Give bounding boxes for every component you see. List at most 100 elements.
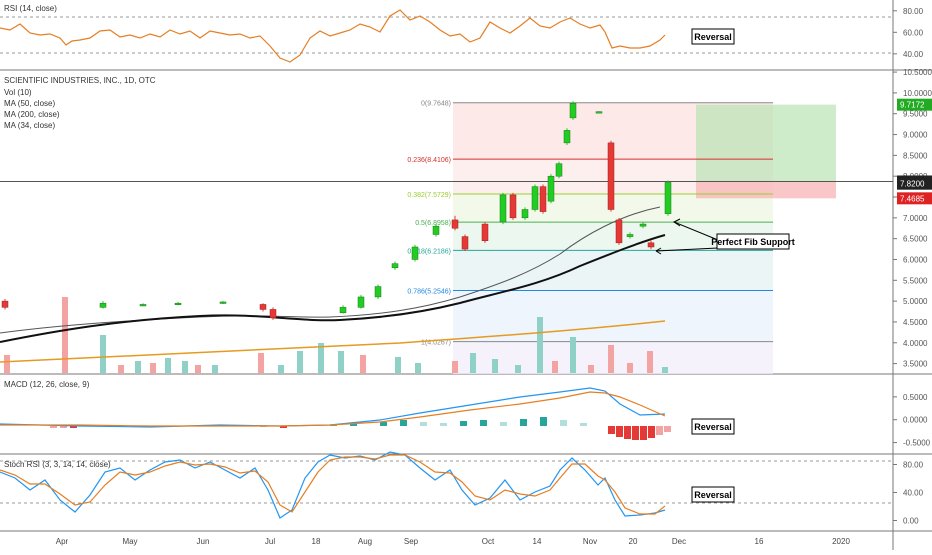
rsi-tick-2: 40.00 xyxy=(903,50,924,59)
candle-body-28 xyxy=(626,234,634,237)
macd-hist-bar-8 xyxy=(400,420,407,426)
volume-bar-24 xyxy=(570,337,576,373)
volume-bar-20 xyxy=(492,359,498,373)
macd-pane xyxy=(0,387,671,440)
candle-body-26 xyxy=(607,142,615,210)
fib-support-box: Perfect Fib Support xyxy=(711,233,795,250)
price-tick-11: 5.0000 xyxy=(903,297,928,306)
candle-body-31 xyxy=(664,182,672,214)
price-tick-9: 6.0000 xyxy=(903,255,928,264)
macd-hist-bar-11 xyxy=(460,421,467,426)
candle-body-27 xyxy=(615,219,623,244)
volume-bar-25 xyxy=(588,365,594,373)
macd-hist-bar-17 xyxy=(580,423,587,426)
macd-hist-bar-24 xyxy=(656,426,663,435)
volume-bar-22 xyxy=(537,317,543,373)
x-axis-label-13: 2020 xyxy=(832,537,850,546)
overlay-ma200-label: MA (200, close) xyxy=(4,110,60,119)
svg-text:Perfect Fib Support: Perfect Fib Support xyxy=(711,237,795,247)
volume-bar-6 xyxy=(165,358,171,373)
rsi-line xyxy=(0,9,666,63)
candle-body-25 xyxy=(595,111,603,114)
candle-body-8 xyxy=(357,296,365,308)
price-tick-14: 3.5000 xyxy=(903,360,928,369)
x-axis-label-10: 20 xyxy=(629,537,638,546)
stoch-rsi-pane xyxy=(0,451,893,519)
candle-body-18 xyxy=(521,209,529,219)
fib-label-5: 0.786(5.2546) xyxy=(407,289,451,296)
price-tick-8: 6.5000 xyxy=(903,235,928,244)
stop-zone xyxy=(696,181,836,199)
macd-hist-bar-10 xyxy=(440,423,447,426)
reversal-stoch-box: Reversal xyxy=(691,486,735,503)
rsi-tick-0: 80.00 xyxy=(903,7,924,16)
volume-bars xyxy=(4,297,668,373)
x-axis-label-9: Nov xyxy=(583,537,597,546)
price-tick-4: 8.5000 xyxy=(903,151,928,160)
volume-bar-18 xyxy=(452,361,458,373)
fib-label-0: 0(9.7648) xyxy=(421,101,451,108)
candle-body-3 xyxy=(174,302,182,305)
macd-hist-bar-4 xyxy=(280,426,287,428)
x-axis-label-11: Dec xyxy=(672,537,686,546)
candle-body-19 xyxy=(531,186,539,210)
x-axis-label-1: May xyxy=(122,537,137,546)
overlay-vol-label: Vol (10) xyxy=(4,88,32,97)
fib-support-arrows xyxy=(655,218,719,255)
volume-bar-27 xyxy=(627,363,633,373)
price-badge-2: 7.8200 xyxy=(900,180,925,189)
fib-label-6: 1(4.0267) xyxy=(421,340,451,347)
volume-bar-0 xyxy=(4,355,10,373)
volume-bar-16 xyxy=(395,357,401,373)
stoch-tick-2: 0.00 xyxy=(903,517,919,526)
candle-body-21 xyxy=(547,175,555,202)
macd-hist-bar-22 xyxy=(640,426,647,440)
candle-body-5 xyxy=(259,304,267,310)
ma-200-line xyxy=(0,320,666,363)
stoch-k-line xyxy=(0,451,666,519)
macd-tick-2: -0.5000 xyxy=(903,439,931,448)
x-axis-label-8: 14 xyxy=(533,537,542,546)
macd-hist-bar-6 xyxy=(350,424,357,426)
price-tick-3: 9.0000 xyxy=(903,131,928,140)
macd-tick-1: 0.0000 xyxy=(903,416,928,425)
fib-label-4: 0.618(6.2186) xyxy=(407,248,451,255)
rsi-label: RSI (14, close) xyxy=(4,4,57,13)
volume-bar-15 xyxy=(360,355,366,373)
macd-hist-bar-2 xyxy=(70,426,77,428)
volume-bar-4 xyxy=(135,361,141,373)
stoch-tick-1: 40.00 xyxy=(903,489,924,498)
volume-bar-23 xyxy=(552,361,558,373)
macd-histogram xyxy=(50,417,671,440)
x-axis-label-0: Apr xyxy=(56,537,69,546)
macd-hist-bar-0 xyxy=(50,426,57,428)
reversal-macd-box: Reversal xyxy=(691,418,735,435)
volume-bar-19 xyxy=(470,353,476,373)
volume-bar-28 xyxy=(647,351,653,373)
volume-bar-9 xyxy=(212,365,218,373)
svg-text:Reversal: Reversal xyxy=(694,422,732,432)
volume-bar-3 xyxy=(118,365,124,373)
candle-body-10 xyxy=(391,263,399,269)
stoch-tick-0: 80.00 xyxy=(903,461,924,470)
price-tick-7: 7.0000 xyxy=(903,214,928,223)
volume-bar-10 xyxy=(258,353,264,373)
candle-body-7 xyxy=(339,307,347,314)
macd-hist-bar-9 xyxy=(420,422,427,426)
x-axis-label-6: Sep xyxy=(404,537,419,546)
candle-body-20 xyxy=(539,186,547,212)
macd-hist-bar-7 xyxy=(380,422,387,426)
reversal-rsi-box: Reversal xyxy=(691,28,735,45)
stoch-label: Stoch RSI (3, 3, 14, 14, close) xyxy=(4,460,111,469)
macd-hist-bar-20 xyxy=(624,426,631,439)
overlay-ma50-label: MA (50, close) xyxy=(4,99,55,108)
price-badge-bg-2 xyxy=(897,177,932,190)
candle-body-16 xyxy=(499,194,507,223)
macd-hist-bar-5 xyxy=(330,425,337,426)
price-tick-12: 4.5000 xyxy=(903,318,928,327)
x-axis-label-4: 18 xyxy=(312,537,321,546)
stoch-d-line xyxy=(0,454,666,515)
price-tick-13: 4.0000 xyxy=(903,339,928,348)
